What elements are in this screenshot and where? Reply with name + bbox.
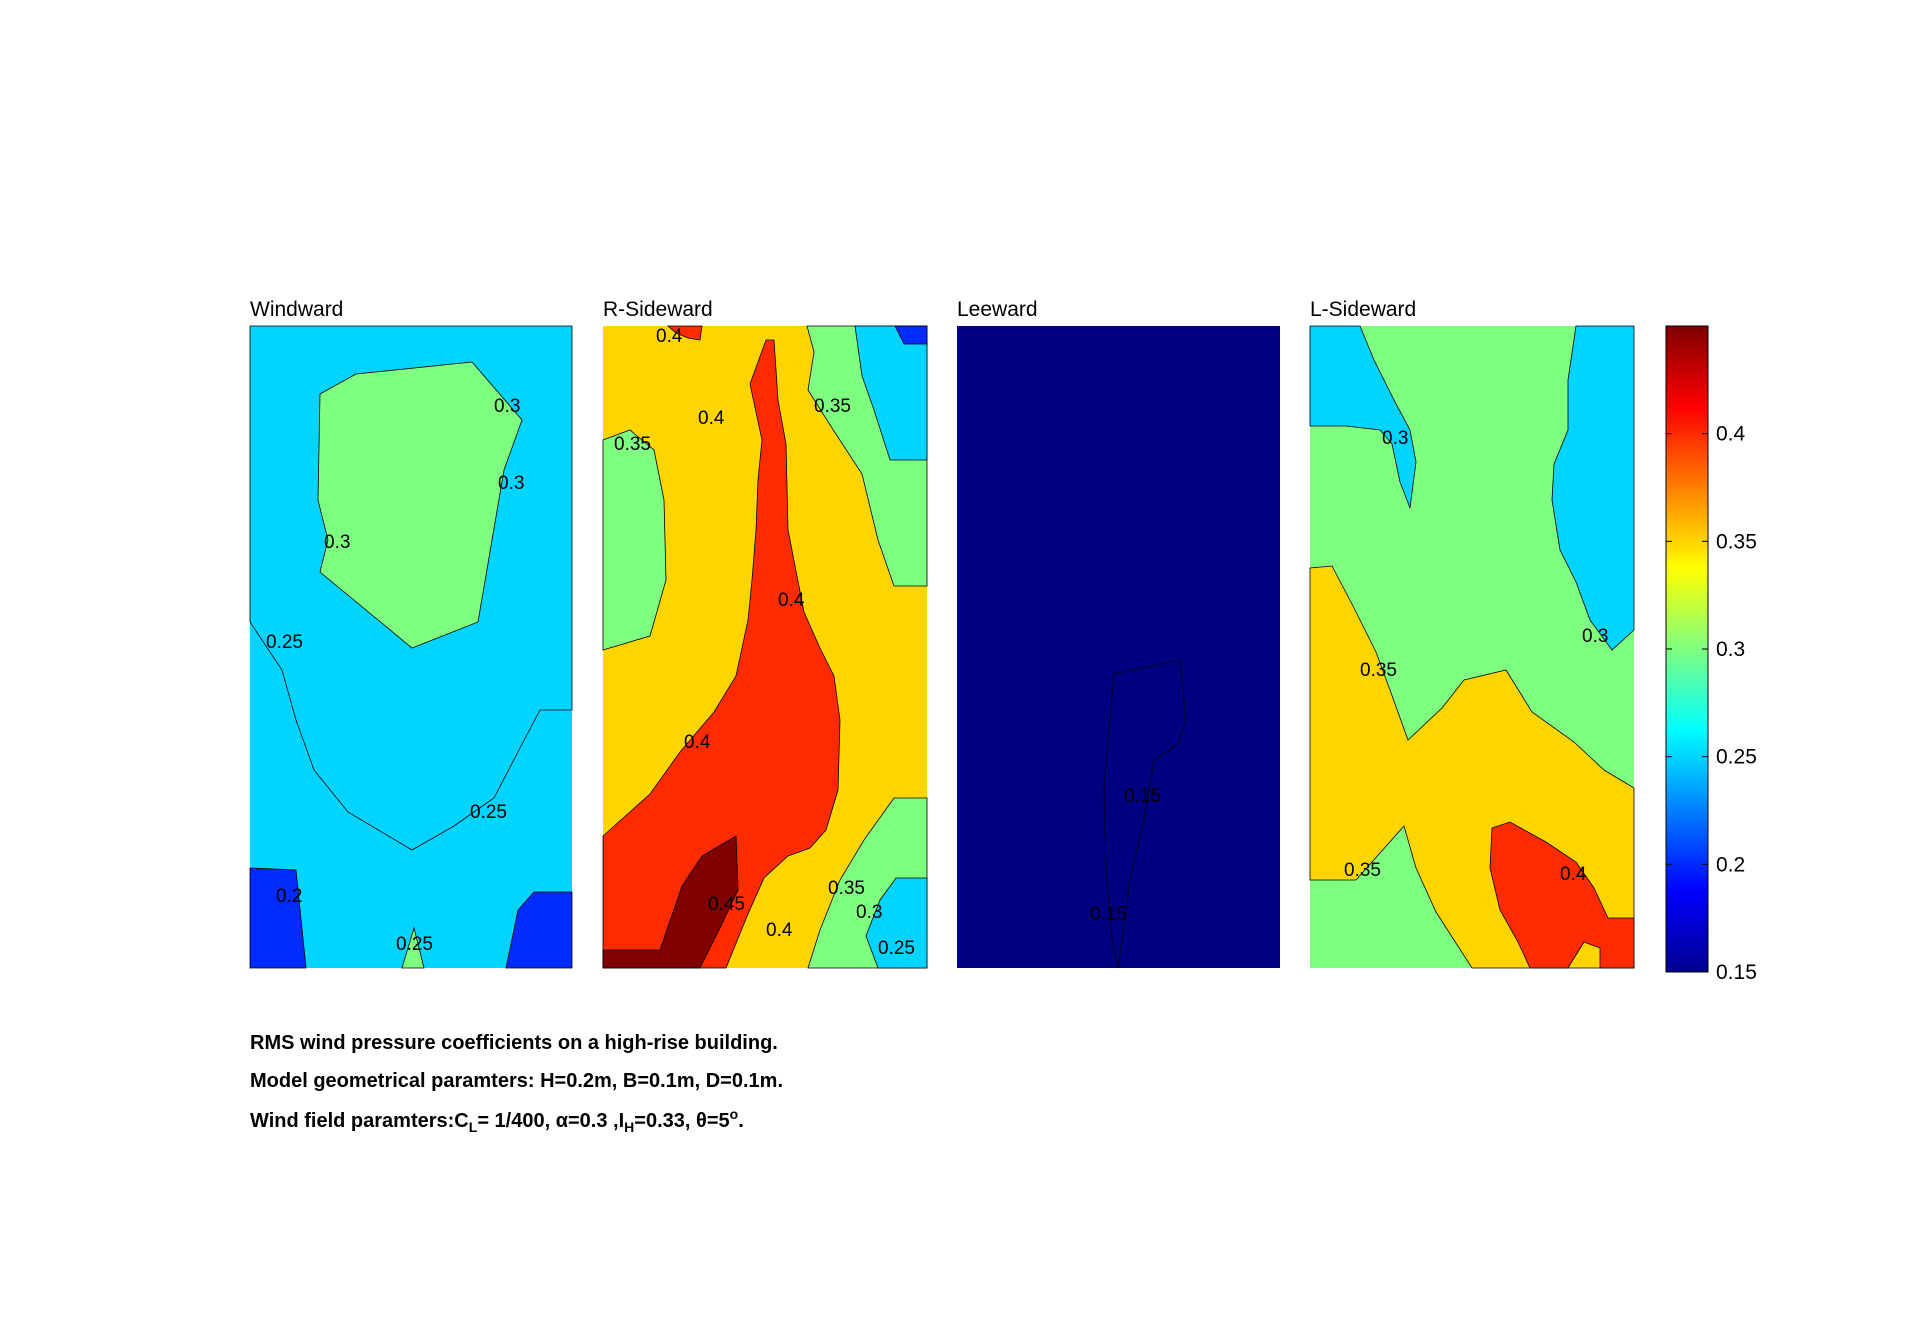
contour-label: 0.3 [1582, 626, 1608, 647]
panel-title-leeward: Leeward [957, 298, 1038, 321]
colorbar-gradient [1665, 325, 1709, 973]
contour-label: 0.4 [656, 326, 683, 347]
leeward-contour-labels: 0.15 0.15 [1090, 786, 1161, 925]
panel-title-r-sideward: R-Sideward [603, 298, 713, 321]
windward-contour-labels: 0.3 0.3 0.3 0.25 0.25 0.2 0.25 [266, 396, 524, 955]
l-sideward-region-1 [1551, 325, 1635, 651]
colorbar-tick-label: 0.15 [1716, 961, 1757, 984]
caption-subscript: H [624, 1119, 635, 1135]
colorbar-tick-label: 0.3 [1716, 638, 1745, 661]
colorbar-ticks: 0.15 0.2 0.25 0.3 0.35 0.4 [1666, 423, 1757, 984]
contour-label: 0.4 [698, 408, 725, 429]
contour-label: 0.25 [470, 802, 507, 823]
contour-label: 0.3 [856, 902, 882, 923]
contour-label: 0.35 [1344, 860, 1381, 881]
leeward-regions [1103, 659, 1187, 969]
contour-label: 0.3 [494, 396, 520, 417]
l-sideward-contour-labels: 0.3 0.3 0.35 0.35 0.4 [1344, 428, 1608, 885]
contour-label: 0.45 [708, 894, 745, 915]
contour-label: 0.4 [766, 920, 793, 941]
contour-label: 0.3 [324, 532, 350, 553]
contour-label: 0.35 [1360, 660, 1397, 681]
contour-label: 0.35 [614, 434, 651, 455]
contour-label: 0.4 [1560, 864, 1587, 885]
caption-line-2: Model geometrical paramters: H=0.2m, B=0… [250, 1070, 783, 1092]
r-sideward-region-6 [602, 339, 841, 969]
colorbar-tick-label: 0.35 [1716, 530, 1757, 553]
l-sideward-region-0 [1309, 325, 1417, 509]
colorbar: 0.15 0.2 0.25 0.3 0.35 0.4 [1665, 325, 1757, 984]
contour-label: 0.25 [266, 632, 303, 653]
r-sideward-contour-labels: 0.4 0.4 0.35 0.35 0.4 0.4 0.45 0.4 0.35 … [614, 326, 915, 959]
caption-line-1: RMS wind pressure coefficients on a high… [250, 1032, 778, 1054]
panel-leeward: Leeward 0.15 0.15 [957, 298, 1280, 969]
windward-regions [249, 325, 573, 969]
windward-region-1 [505, 891, 573, 969]
contour-label: 0.15 [1090, 904, 1127, 925]
r-sideward-region-8 [602, 835, 739, 969]
caption-text: . [738, 1110, 744, 1132]
r-sideward-region-1 [602, 429, 667, 651]
leeward-region-0 [1103, 659, 1187, 969]
r-sideward-regions [602, 325, 928, 969]
panel-r-sideward: R-Sideward 0.4 0.4 0.35 0.35 0.4 0.4 0.4… [602, 298, 928, 969]
contour-label: 0.15 [1124, 786, 1161, 807]
caption-text: =0.33, θ=5 [634, 1110, 730, 1132]
r-sideward-region-4 [865, 877, 928, 969]
contour-label: 0.35 [828, 878, 865, 899]
caption-superscript: o [729, 1106, 739, 1122]
panel-windward: Windward 0.3 0.3 0.3 0.25 0.25 0.2 0.25 [249, 298, 573, 969]
panel-l-sideward: L-Sideward 0.3 0.3 0.35 0.35 0.4 [1309, 298, 1635, 969]
contour-label: 0.4 [778, 590, 805, 611]
colorbar-tick-label: 0.25 [1716, 746, 1757, 769]
l-sideward-region-3 [1489, 821, 1635, 969]
windward-region-4 [317, 361, 523, 649]
contour-label: 0.3 [498, 473, 524, 494]
contour-label: 0.2 [276, 886, 302, 907]
r-sideward-region-5 [894, 325, 928, 345]
caption-text: = 1/400, α=0.3 ,I [477, 1110, 625, 1132]
panel-title-windward: Windward [250, 298, 343, 321]
caption-subscript: L [468, 1119, 478, 1135]
windward-region-2 [401, 926, 425, 969]
contour-label: 0.25 [396, 934, 433, 955]
l-sideward-regions [1309, 325, 1635, 969]
contour-label: 0.25 [878, 938, 915, 959]
caption-line-3: Wind field paramters:CL= 1/400, α=0.3 ,I… [250, 1106, 744, 1135]
windward-region-0 [249, 867, 307, 969]
panel-title-l-sideward: L-Sideward [1310, 298, 1416, 321]
colorbar-tick-label: 0.2 [1716, 853, 1745, 876]
caption-text: Wind field paramters:C [250, 1110, 469, 1132]
contour-label: 0.35 [814, 396, 851, 417]
contour-label: 0.3 [1382, 428, 1408, 449]
r-sideward-region-7 [666, 325, 703, 341]
contour-label: 0.4 [684, 732, 711, 753]
colorbar-tick-label: 0.4 [1716, 423, 1746, 446]
